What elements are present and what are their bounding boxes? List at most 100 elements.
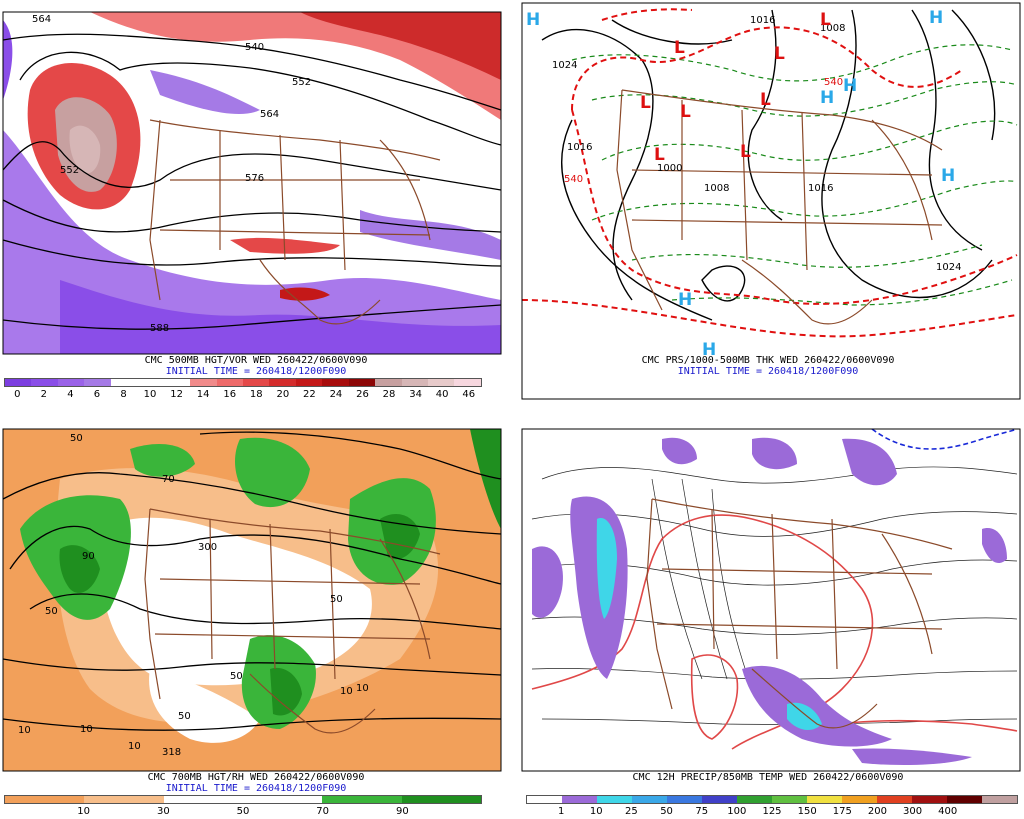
contour-label: 50: [70, 433, 83, 444]
contour-label: 10: [340, 686, 353, 697]
low-pressure-center: L: [760, 90, 771, 110]
low-pressure-center: L: [820, 10, 831, 30]
color-scale-swatch: [243, 796, 283, 803]
color-scale-swatch: [31, 379, 58, 386]
contour-label: 588: [150, 323, 169, 334]
color-scale-tick: 175: [832, 806, 852, 817]
color-scale-swatch: [737, 796, 772, 803]
color-scale-tick: 4: [67, 389, 74, 400]
color-scale-swatch: [375, 379, 402, 386]
color-scale-swatch: [190, 379, 217, 386]
color-scale-tick: 10: [143, 389, 157, 400]
color-scale-swatch: [322, 796, 363, 803]
thickness-label: 540: [824, 77, 843, 88]
color-scale-swatch: [947, 796, 982, 803]
contour-label: 70: [162, 474, 175, 485]
color-scale-tick: 200: [867, 806, 887, 817]
color-scale-swatch: [982, 796, 1017, 803]
color-scale-tick: 30: [156, 806, 170, 817]
panel-caption: CMC 12H PRECIP/850MB TEMP WED 260422/060…: [632, 772, 904, 783]
contour-label: 540: [245, 42, 264, 53]
isobar-label: 1016: [567, 142, 592, 153]
color-scale-swatch: [667, 796, 702, 803]
high-pressure-center: H: [929, 8, 943, 28]
color-scale-swatch: [124, 796, 164, 803]
high-pressure-center: H: [941, 166, 955, 186]
low-pressure-center: L: [674, 38, 685, 58]
contour-label: 50: [178, 711, 191, 722]
panel-700mb-height-rh: 10 50 70 90 300 50 10 50 50 10 50 10 10 …: [0, 419, 512, 819]
color-scale-tick: 18: [249, 389, 263, 400]
isobar-label: 1008: [704, 183, 729, 194]
caption-block: CMC 700MB HGT/RH WED 260422/0600V090 INI…: [0, 772, 512, 794]
color-scale-swatch: [44, 796, 85, 803]
color-scale-swatch: [632, 796, 667, 803]
contour-label: 10: [18, 725, 31, 736]
color-scale-tick: 26: [356, 389, 369, 400]
color-scale-swatch: [84, 379, 111, 386]
color-scale-swatch: [877, 796, 912, 803]
color-scale-swatch: [842, 796, 877, 803]
contour-label: 318: [162, 747, 181, 758]
color-scale-swatch: [401, 379, 428, 386]
color-scale-tick: 300: [903, 806, 923, 817]
color-scale-swatch: [348, 379, 376, 386]
color-scale-tick: 24: [329, 389, 343, 400]
high-pressure-center: H: [526, 10, 540, 30]
contour-label: 90: [82, 551, 95, 562]
contour-label: 10: [128, 741, 141, 752]
pressure-map: 1024 1016 1000 1008 1016 1016 1024 1008 …: [521, 2, 1021, 400]
color-scale-tick: 50: [660, 806, 673, 817]
color-scale-tick: 14: [196, 389, 210, 400]
color-scale-tick: 150: [797, 806, 817, 817]
color-scale-swatch: [597, 796, 632, 803]
high-pressure-center: H: [678, 290, 692, 310]
color-scale-tick: 100: [727, 806, 747, 817]
color-scale-swatch: [203, 796, 244, 803]
panel-pressure-thickness: 1024 1016 1000 1008 1016 1016 1024 1008 …: [512, 0, 1024, 400]
color-scale-ticks: 0 2 4 6 8 10 12 14 16 18 20 22 24 26 28 34 40 46: [4, 389, 482, 400]
initial-time: INITIAL TIME = 260418/1200F090: [165, 366, 347, 377]
color-scale-swatch: [216, 379, 243, 386]
contour-label: 300: [198, 542, 217, 553]
color-scale-swatch: [807, 796, 842, 803]
color-scale-swatch: [110, 379, 138, 386]
color-scale-tick: 34: [409, 389, 422, 400]
caption-block: CMC 12H PRECIP/850MB TEMP WED 260422/060…: [512, 772, 1024, 783]
panel-caption: CMC 700MB HGT/RH WED 260422/0600V090: [147, 772, 365, 783]
color-scale-tick: 125: [762, 806, 782, 817]
color-scale-tick: 22: [303, 389, 316, 400]
high-pressure-center: H: [843, 76, 857, 96]
low-pressure-center: L: [740, 142, 751, 162]
high-pressure-center: H: [820, 88, 834, 108]
color-scale-swatch: [163, 379, 191, 386]
color-scale-swatch: [163, 796, 204, 803]
panel-caption: CMC PRS/1000-500MB THK WED 260422/0600V0…: [641, 355, 895, 366]
low-pressure-center: L: [654, 145, 665, 165]
color-scale-tick: 16: [223, 389, 237, 400]
contour-label: 50: [230, 671, 243, 682]
precip-map: [521, 428, 1021, 772]
color-scale-swatch: [428, 379, 455, 386]
panel-precip-850mb-temp: CMC 12H PRECIP/850MB TEMP WED 260422/060…: [512, 419, 1024, 819]
color-scale-tick: 12: [170, 389, 183, 400]
contour-label: 576: [245, 173, 264, 184]
color-scale-tick: 400: [938, 806, 958, 817]
high-pressure-center: H: [702, 340, 716, 360]
color-scale-swatch: [772, 796, 807, 803]
isobar-label: 1008: [820, 23, 845, 34]
color-scale-tick: 25: [625, 806, 638, 817]
color-scale-tick: 50: [236, 806, 250, 817]
color-scale-swatch: [702, 796, 737, 803]
color-scale-tick: 20: [276, 389, 290, 400]
isobar-label: 1024: [552, 60, 577, 71]
color-scale-swatch: [5, 796, 45, 803]
contour-label: 50: [45, 606, 58, 617]
panel-500mb-height-vorticity: 564 540 552 564 576 552 588 CMC 500MB HG…: [0, 0, 512, 400]
panel-caption: CMC 500MB HGT/VOR WED 260422/0600V090: [144, 355, 368, 366]
color-scale-tick: 75: [695, 806, 709, 817]
color-scale-tick: 8: [120, 389, 127, 400]
initial-time: INITIAL TIME = 260418/1200F090: [677, 366, 859, 377]
color-scale-swatch: [282, 796, 323, 803]
color-scale-swatch: [562, 796, 597, 803]
